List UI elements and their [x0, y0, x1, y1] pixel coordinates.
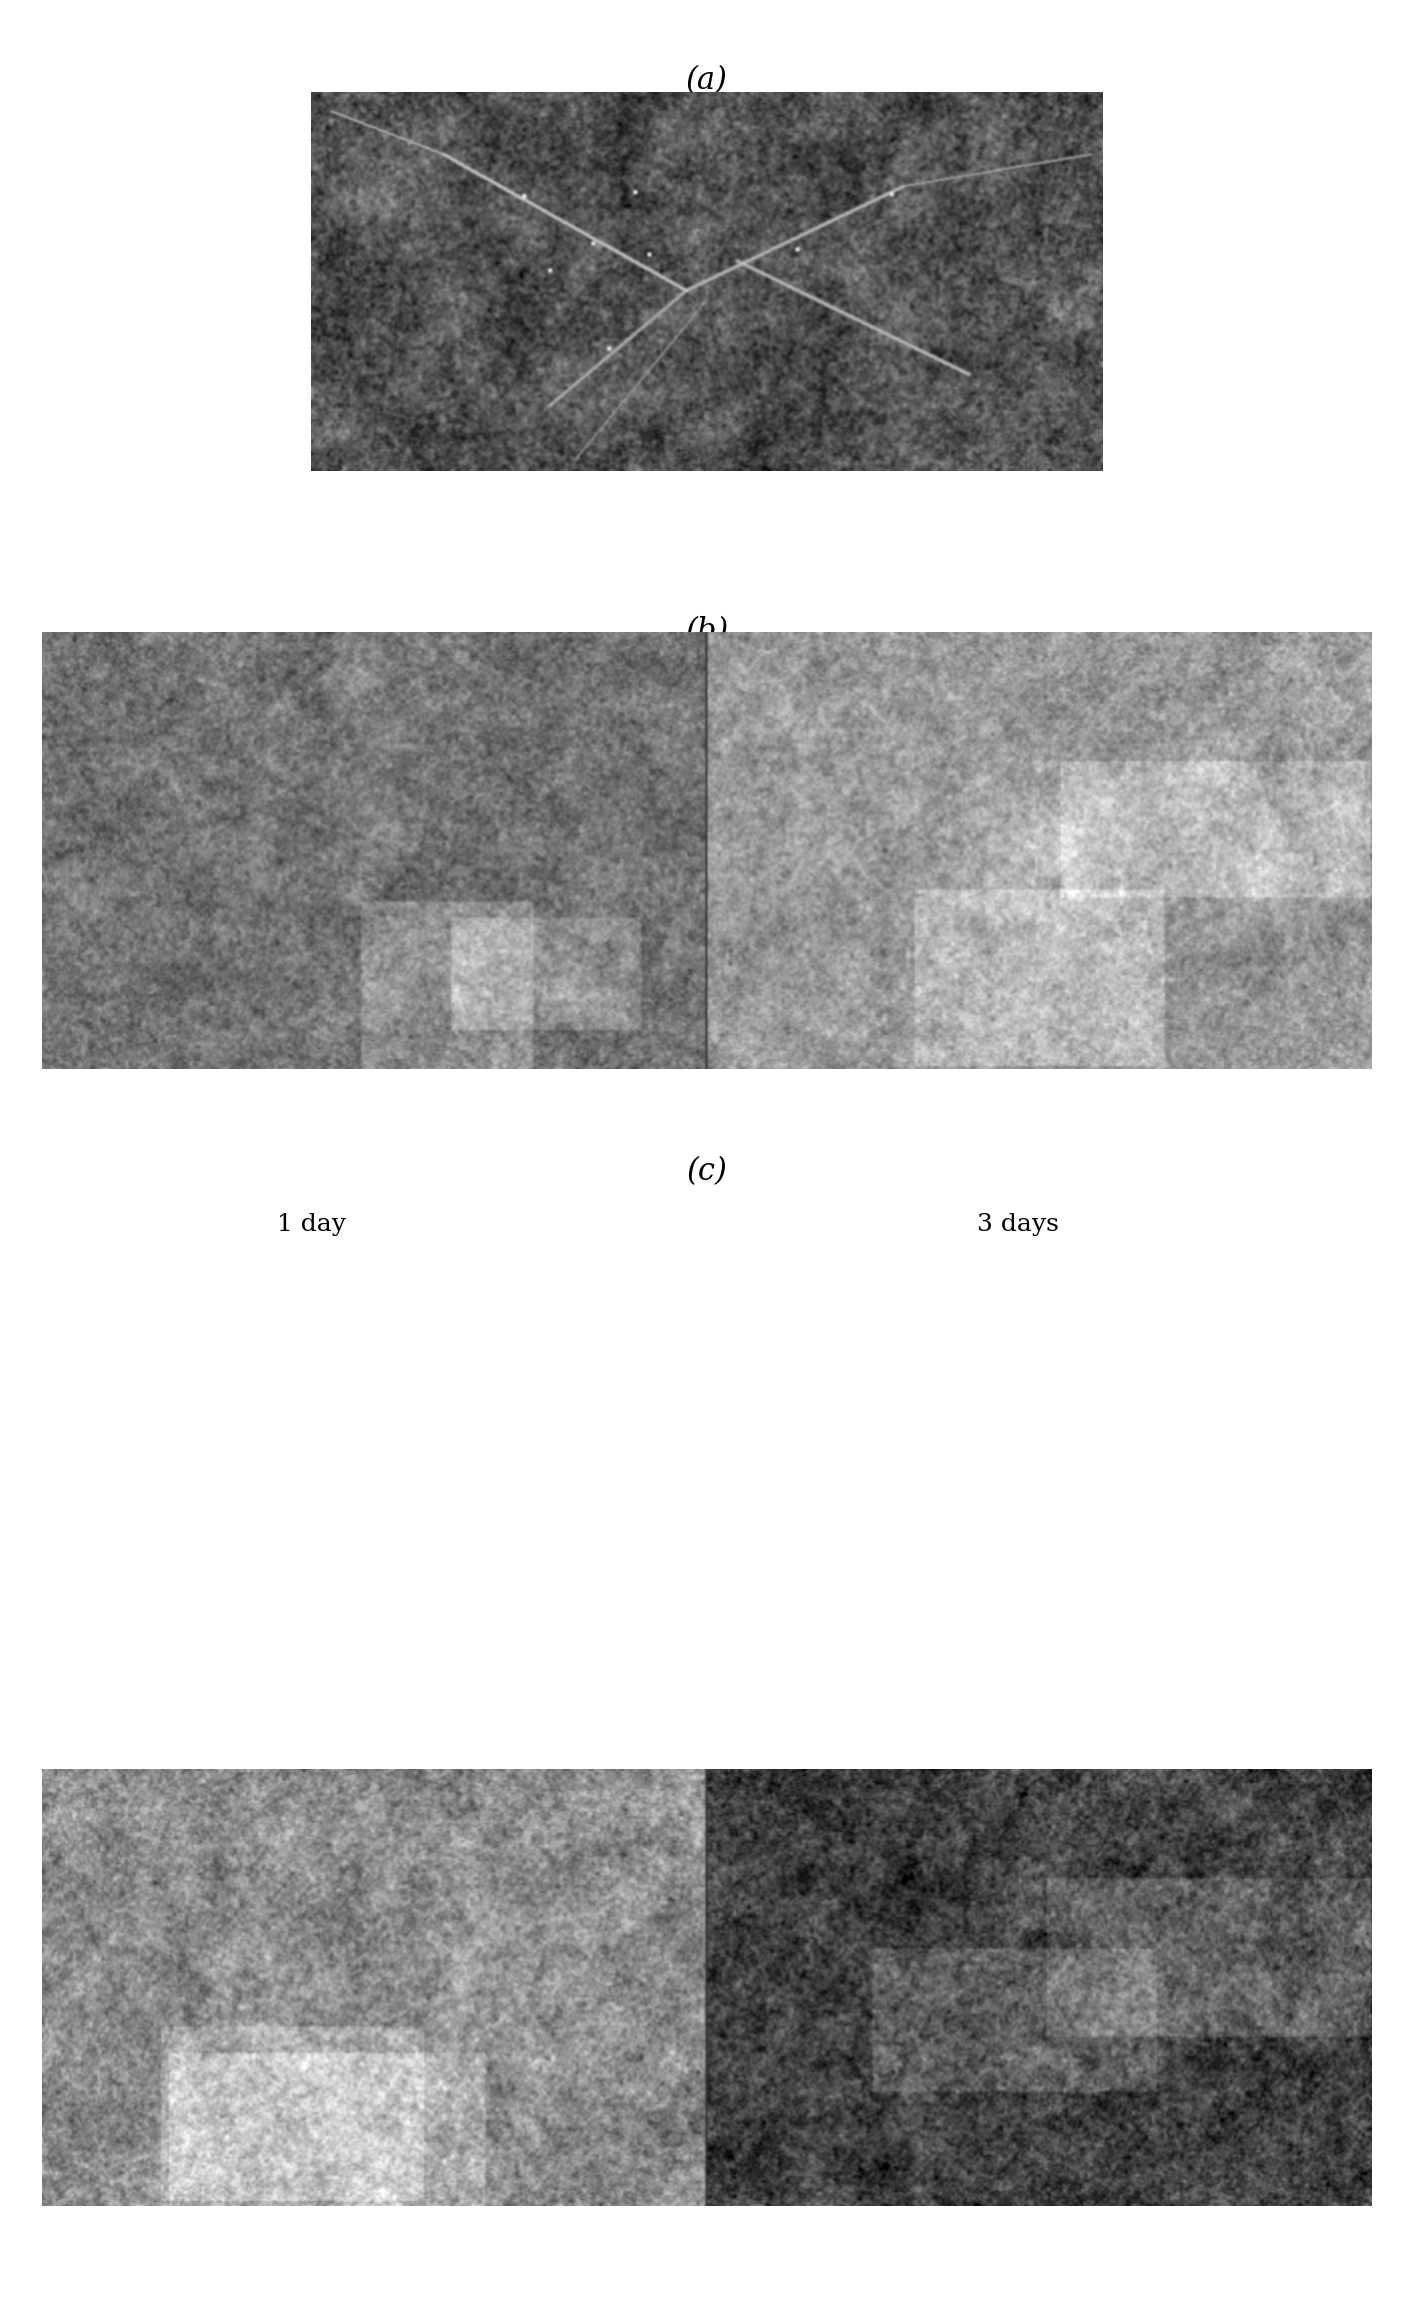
Text: (b): (b) — [686, 616, 728, 648]
Text: 1 day: 1 day — [277, 1213, 345, 1236]
Text: 1 day: 1 day — [277, 671, 345, 694]
Text: 3 days: 3 days — [977, 671, 1059, 694]
Text: 3 days: 3 days — [977, 1213, 1059, 1236]
Text: (a): (a) — [686, 64, 728, 97]
Text: (c): (c) — [687, 1156, 727, 1188]
